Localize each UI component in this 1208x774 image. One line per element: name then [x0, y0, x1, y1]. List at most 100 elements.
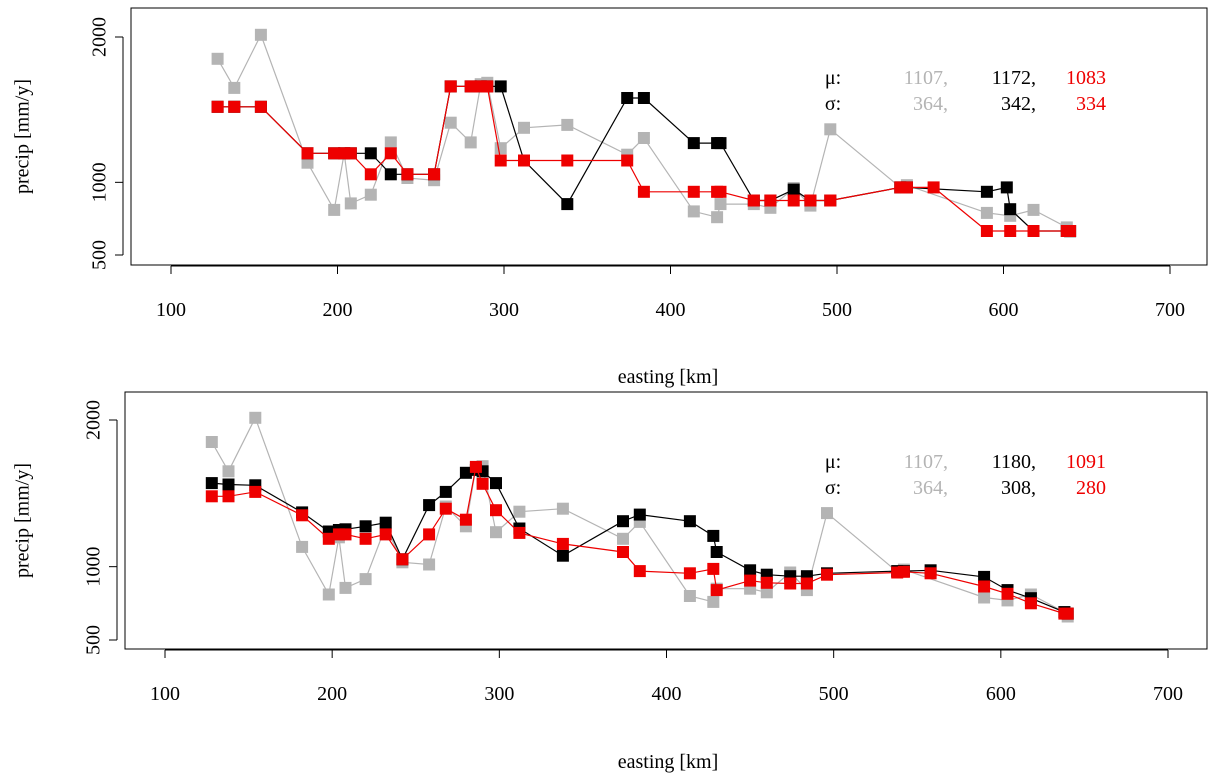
data-point-black [710, 546, 723, 558]
data-point-gray [556, 502, 569, 515]
y-axis: 500 1000 2000 precip [mm/y] [12, 400, 118, 655]
data-point-red [683, 567, 696, 580]
data-point-red [211, 100, 224, 113]
data-point-gray [683, 590, 696, 602]
data-point-red [359, 532, 372, 545]
data-point-red [322, 532, 335, 545]
data-point-black [1004, 203, 1017, 216]
data-point-gray [359, 573, 372, 586]
series-red [211, 80, 1077, 237]
data-point-red [476, 477, 489, 490]
mu-value-red: 1083 [1066, 67, 1106, 89]
data-point-red [714, 185, 727, 198]
data-point-red [513, 526, 526, 539]
data-point-red [804, 194, 817, 207]
data-point-red [710, 584, 723, 597]
data-point-gray [561, 118, 574, 131]
sigma-label: σ: [825, 477, 841, 499]
x-tick-label: 300 [484, 683, 514, 705]
data-point-black [744, 564, 757, 577]
x-tick-label: 600 [986, 683, 1016, 705]
data-point-red [296, 509, 309, 522]
data-point-red [633, 565, 646, 578]
data-point-red [707, 562, 720, 575]
data-point-black [379, 516, 392, 529]
y-axis: 500 1000 2000 precip [mm/y] [12, 17, 124, 270]
sigma-value-black: 308, [1001, 477, 1036, 499]
data-point-gray [254, 28, 267, 41]
data-point-gray [490, 526, 502, 539]
data-point-black [617, 515, 629, 528]
data-point-gray [714, 198, 727, 211]
data-point-gray [513, 505, 526, 518]
x-tick-label: 400 [652, 683, 682, 705]
data-point-gray [205, 436, 218, 448]
data-point-black [556, 549, 569, 562]
x-tick-label: 300 [489, 299, 519, 321]
data-point-black [1000, 181, 1013, 194]
data-point-gray [339, 581, 352, 594]
data-point-black [683, 515, 696, 528]
plot-frame [130, 7, 1208, 266]
data-point-gray [322, 588, 335, 601]
stats-annotation: μ: σ: 1107, 1172, 1083 364, 342, 334 [825, 67, 1106, 115]
data-point-red [821, 568, 833, 581]
data-point-red [744, 574, 757, 587]
data-point-red [747, 194, 760, 207]
data-point-gray [364, 188, 377, 201]
x-tick-label: 400 [656, 299, 686, 321]
y-tick-label: 2000 [83, 400, 105, 440]
data-point-black [494, 80, 507, 93]
x-tick-label: 700 [1153, 683, 1183, 705]
data-point-gray [296, 540, 309, 553]
data-point-red [459, 513, 472, 526]
data-point-black [787, 183, 800, 196]
data-point-red [364, 168, 377, 181]
data-point-red [379, 528, 392, 541]
data-point-black [439, 485, 452, 498]
data-point-gray [211, 52, 224, 65]
data-point-gray [228, 81, 241, 94]
data-point-black [249, 479, 262, 492]
data-point-red [1024, 597, 1037, 610]
data-point-red [980, 225, 993, 237]
data-point-red [787, 194, 800, 207]
panel-2: 100 200 300 400 500 600 700 easting [km] 500 1000… [12, 391, 1208, 773]
data-point-gray [249, 411, 262, 424]
data-point-black [423, 499, 436, 512]
data-point-red [900, 181, 913, 194]
data-point-red [824, 194, 837, 207]
x-tick-label: 500 [822, 299, 852, 321]
data-point-red [384, 147, 397, 160]
data-point-black [637, 92, 650, 104]
data-point-red [396, 553, 409, 566]
data-point-gray [687, 205, 700, 218]
data-point-gray [760, 586, 773, 599]
y-tick-label: 500 [83, 625, 105, 655]
data-point-gray [821, 507, 833, 520]
data-point-black [459, 466, 472, 479]
data-point-red [800, 577, 813, 590]
data-point-gray [824, 123, 837, 136]
data-point-gray [711, 211, 724, 224]
sigma-label: σ: [825, 93, 841, 115]
data-point-red [249, 485, 262, 498]
data-point-gray [617, 532, 629, 545]
data-point-red [978, 580, 991, 593]
data-point-gray [301, 156, 314, 169]
x-axis: 100 200 300 400 500 600 700 easting [km] [156, 265, 1185, 388]
data-point-red [784, 577, 797, 590]
x-tick-label: 600 [989, 299, 1019, 321]
data-point-red [924, 567, 937, 580]
series-gray [211, 28, 1077, 238]
x-axis-label: easting [km] [618, 366, 719, 388]
y-tick-label: 1000 [89, 162, 111, 202]
plot-area [205, 411, 1074, 623]
data-point-red [760, 576, 773, 589]
data-point-red [637, 185, 650, 198]
data-point-red [1061, 607, 1074, 620]
data-point-black [687, 137, 700, 150]
data-point-gray [344, 197, 357, 210]
data-point-red [764, 194, 777, 207]
data-point-red [344, 147, 357, 160]
